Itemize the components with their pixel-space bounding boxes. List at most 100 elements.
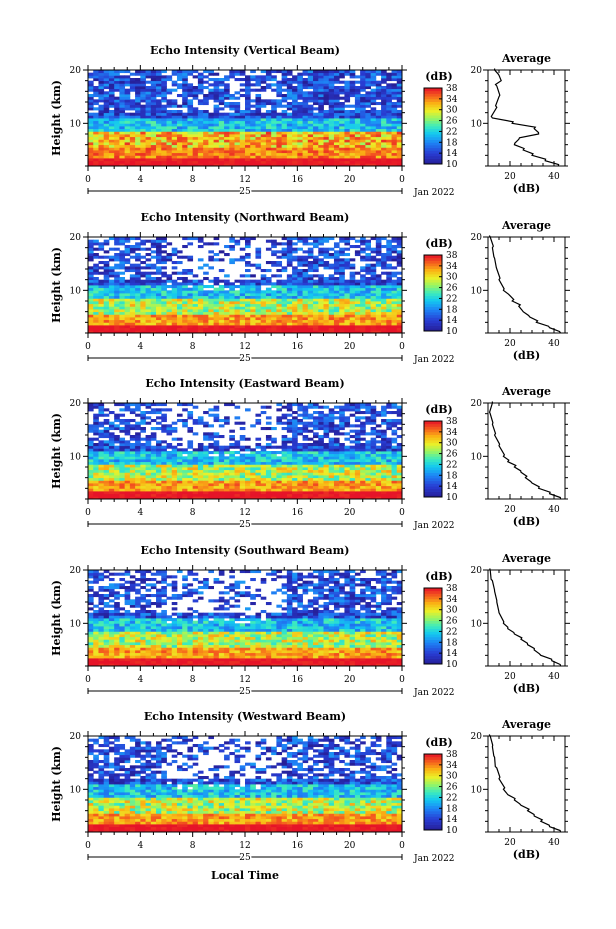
heatmap-cell [119,107,126,111]
heatmap-cell [396,91,403,95]
heatmap-cell [245,301,251,305]
heatmap-cell [370,96,377,100]
heatmap-cell [292,266,298,270]
heatmap-cell [344,261,351,265]
heatmap-cell [396,88,403,92]
heatmap-cell [318,303,324,307]
heatmap-cell [156,91,162,95]
heatmap-cell [333,91,340,95]
heatmap-cell [156,472,162,476]
heatmap-cell [354,290,361,294]
heatmap-cell [203,144,209,148]
heatmap-cell [328,319,335,323]
heatmap-cell [302,274,309,278]
heatmap-cell [192,279,199,283]
heatmap-cell [313,301,319,305]
heatmap-cell [161,467,167,471]
heatmap-cell [224,293,230,297]
heatmap-cell [103,99,110,103]
heatmap-cell [271,475,277,479]
heatmap-cell [88,120,94,124]
heatmap-cell [276,128,283,132]
heatmap-cell [103,298,110,302]
heatmap-cell [93,134,99,138]
heatmap-cell [260,311,267,315]
heatmap-cell [365,290,371,294]
heatmap-cell [349,303,356,307]
heatmap-cell [260,322,267,326]
heatmap-cell [396,99,403,103]
heatmap-cell [339,91,345,95]
heatmap-cell [297,319,303,323]
heatmap-cell [302,261,309,265]
heatmap-cell [286,467,293,471]
heatmap-cell [281,282,288,286]
heatmap-cell [318,461,324,465]
heatmap-cell [234,301,241,305]
heatmap-cell [135,134,141,138]
heatmap-cell [286,107,293,111]
heatmap-cell [224,75,230,79]
heatmap-cell [286,456,293,460]
heatmap-cell [386,306,392,310]
heatmap-cell [98,496,105,500]
heatmap-cell [156,464,162,468]
heatmap-cell [140,477,146,481]
heatmap-cell [370,469,377,473]
heatmap-cell [192,144,199,148]
heatmap-cell [281,298,288,302]
heatmap-cell [391,485,398,489]
heatmap-cell [333,469,340,473]
heatmap-cell [333,330,340,334]
heatmap-cell [150,322,157,326]
heatmap-cell [292,269,298,273]
heatmap-cell [135,306,141,310]
heatmap-cell [276,293,283,297]
heatmap-cell [166,126,173,130]
heatmap-cell [166,123,173,127]
heatmap-cell [213,86,220,90]
heatmap-cell [187,237,194,241]
heatmap-cell [108,287,115,291]
heatmap-cell [203,75,209,79]
heatmap-cell [381,94,387,98]
heatmap-cell [140,309,146,313]
heatmap-cell [323,293,330,297]
heatmap-cell [281,147,288,151]
heatmap-cell [281,158,288,162]
heatmap-cell [297,277,303,281]
heatmap-cell [176,301,183,305]
heatmap-cell [218,306,225,310]
heatmap-cell [88,269,94,273]
heatmap-cell [150,150,157,154]
heatmap-cell [213,287,220,291]
colorbar-segment [424,115,442,119]
heatmap-cell [349,94,356,98]
heatmap-cell [307,477,314,481]
heatmap-cell [365,110,371,114]
heatmap-cell [276,94,283,98]
heatmap-cell [328,123,335,127]
heatmap-cell [229,282,235,286]
heatmap-cell [318,314,324,318]
heatmap-cell [333,277,340,281]
heatmap-cell [328,480,335,484]
heatmap-cell [370,277,377,281]
heatmap-cell [339,319,345,323]
heatmap-cell [349,128,356,132]
heatmap-cell [381,480,387,484]
heatmap-cell [333,290,340,294]
heatmap-cell [381,287,387,291]
heatmap-cell [208,456,214,460]
heatmap-cell [103,493,110,497]
heatmap-cell [313,139,319,143]
heatmap-cell [349,475,356,479]
heatmap-cell [255,96,262,100]
heatmap-cell [140,290,146,294]
heatmap-cell [396,464,403,468]
heatmap-cell [239,139,246,143]
heatmap-cell [224,126,230,130]
heatmap-cell [114,144,120,148]
heatmap-cell [156,285,162,289]
heatmap-cell [114,298,120,302]
